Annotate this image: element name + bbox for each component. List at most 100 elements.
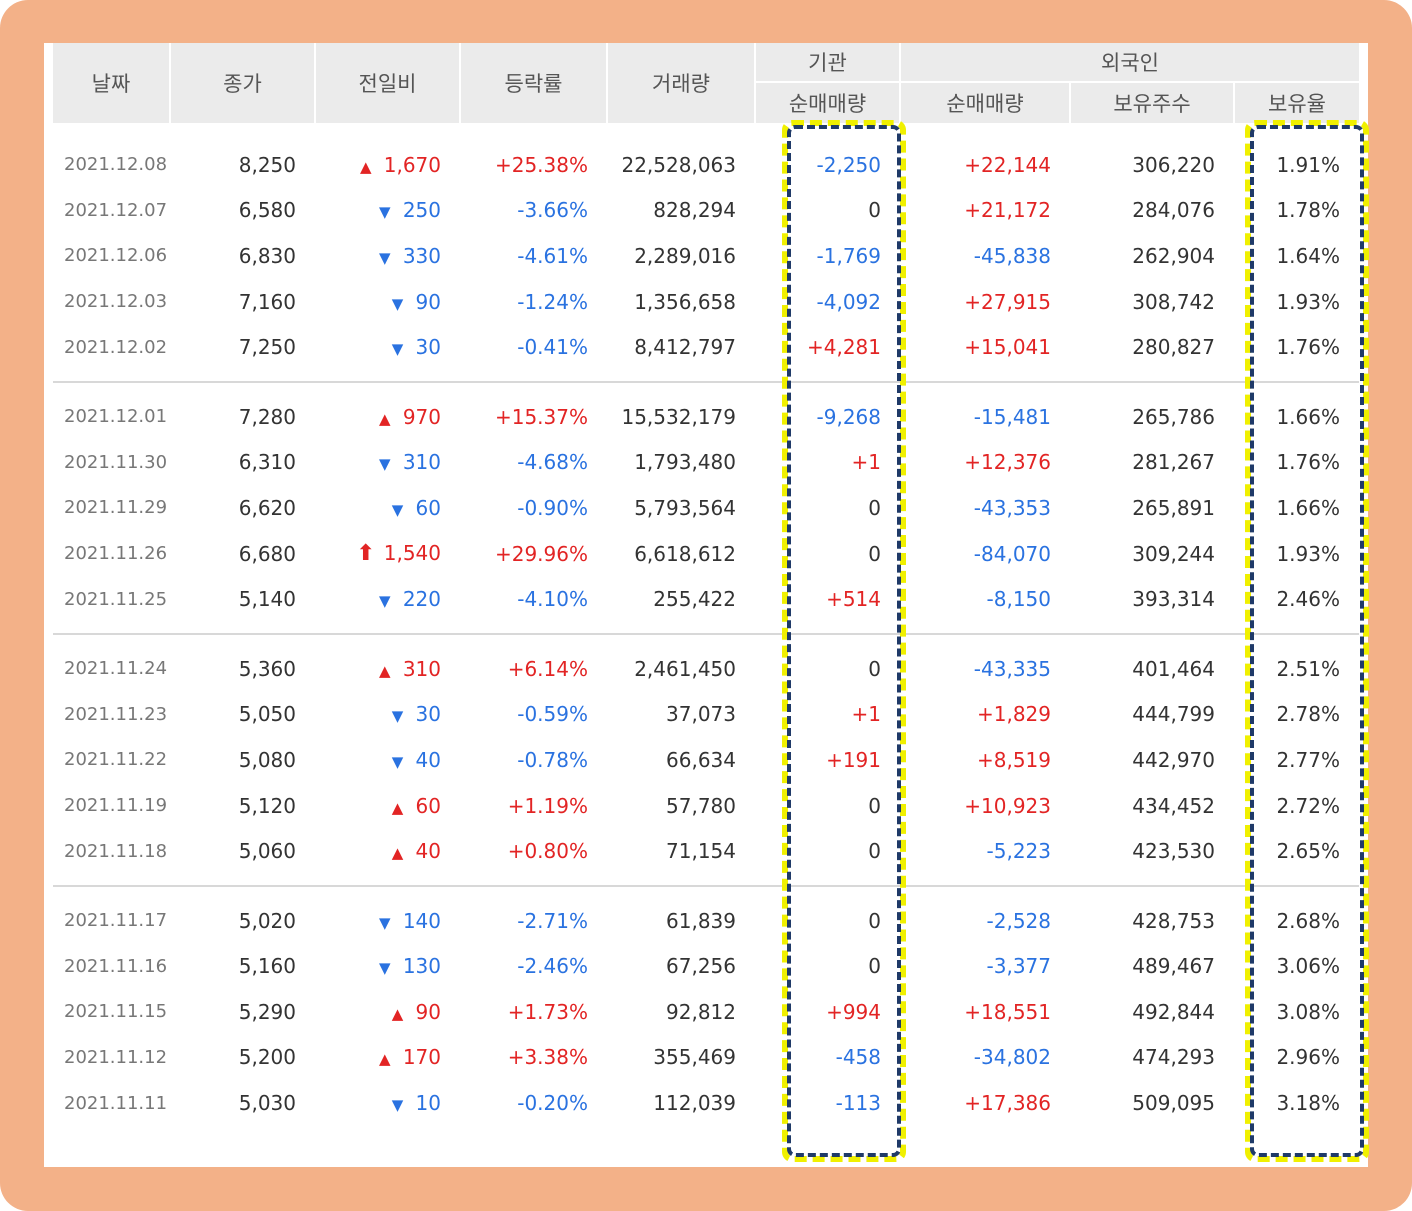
cell-volume: 8,412,797	[634, 335, 736, 360]
cell-foreign-net: +21,172	[964, 198, 1051, 223]
cell-foreign-net: +15,041	[964, 335, 1051, 360]
cell-foreign-net: -15,481	[973, 404, 1051, 429]
cell-close: 5,140	[238, 587, 296, 612]
cell-foreign-ratio: 1.76%	[1276, 450, 1340, 475]
header-date: 날짜	[53, 43, 171, 125]
table-row: 2021.11.11 5,030 ▼ 10 -0.20% 112,039 -113 +17,3…	[53, 1080, 1359, 1126]
cell-rate: +15.37%	[494, 404, 588, 429]
down-triangle-icon: ▼	[379, 959, 391, 978]
change-value: 250	[402, 198, 441, 223]
cell-date: 2021.11.11	[64, 1092, 168, 1114]
cell-foreign-ratio: 2.96%	[1276, 1045, 1340, 1070]
cell-date: 2021.11.22	[64, 749, 168, 771]
up-triangle-icon: ▲	[391, 798, 404, 817]
table-row: 2021.11.19 5,120 ▲ 60 +1.19% 57,780 0 +10,923 43…	[53, 783, 1359, 829]
cell-volume: 22,528,063	[621, 152, 736, 177]
cell-date: 2021.12.08	[64, 154, 168, 176]
table-row: 2021.11.25 5,140 ▼ 220 -4.10% 255,422 +514 -8,1…	[53, 576, 1359, 622]
cell-volume: 15,532,179	[621, 404, 736, 429]
table-row: 2021.11.12 5,200 ▲ 170 +3.38% 355,469 -458 -34,…	[53, 1035, 1359, 1081]
cell-foreign-net: -34,802	[973, 1045, 1051, 1070]
down-triangle-icon: ▼	[391, 500, 404, 519]
cell-foreign-net: -3,377	[986, 954, 1051, 979]
cell-foreign-net: +8,519	[976, 747, 1051, 772]
cell-foreign-ratio: 3.08%	[1276, 999, 1340, 1024]
cell-foreign-ratio: 2.77%	[1276, 747, 1340, 772]
cell-volume: 112,039	[653, 1091, 736, 1116]
cell-change: ▼ 40	[315, 737, 460, 783]
change-value: 10	[415, 1091, 441, 1116]
cell-close: 5,020	[238, 908, 296, 933]
cell-date: 2021.11.17	[64, 910, 168, 932]
cell-volume: 67,256	[666, 954, 736, 979]
cell-date: 2021.12.02	[64, 336, 168, 358]
table-row: 2021.11.30 6,310 ▼ 310 -4.68% 1,793,480 +1 +12,…	[53, 440, 1359, 486]
cell-foreign-shares: 492,844	[1132, 999, 1215, 1024]
cell-rate: +1.73%	[507, 999, 588, 1024]
header-rate: 등락률	[460, 43, 608, 125]
table-row: 2021.12.03 7,160 ▼ 90 -1.24% 1,356,658 -4,092 +…	[53, 279, 1359, 325]
cell-volume: 66,634	[666, 747, 736, 772]
cell-foreign-ratio: 2.46%	[1276, 587, 1340, 612]
cell-date: 2021.12.03	[64, 291, 168, 313]
stock-table-panel: 날짜 종가 전일비 등락률 거래량 기관 외국인 순매매량 순매매량 보유주수 …	[44, 43, 1369, 1167]
cell-close: 5,120	[238, 793, 296, 818]
down-triangle-icon: ▼	[391, 1096, 404, 1115]
cell-change: ▲ 90	[315, 989, 460, 1035]
cell-change: ▲ 170	[315, 1035, 460, 1081]
cell-close: 5,050	[238, 702, 296, 727]
cell-foreign-shares: 281,267	[1132, 450, 1215, 475]
cell-close: 5,290	[238, 999, 296, 1024]
cell-close: 6,620	[238, 495, 296, 520]
table-row: 2021.11.15 5,290 ▲ 90 +1.73% 92,812 +994 +18,55…	[53, 989, 1359, 1035]
cell-foreign-shares: 401,464	[1132, 656, 1215, 681]
cell-foreign-ratio: 1.78%	[1276, 198, 1340, 223]
cell-date: 2021.12.01	[64, 406, 168, 428]
cell-rate: -2.46%	[517, 954, 588, 979]
daily-trading-table: 날짜 종가 전일비 등락률 거래량 기관 외국인 순매매량 순매매량 보유주수 …	[53, 43, 1359, 1137]
cell-foreign-ratio: 1.66%	[1276, 495, 1340, 520]
header-foreign-group: 외국인	[900, 43, 1359, 83]
ratio-column-highlight	[1245, 120, 1369, 1162]
cell-change: ▲ 40	[315, 828, 460, 874]
up-triangle-icon: ▲	[359, 157, 372, 176]
cell-rate: -0.41%	[517, 335, 588, 360]
change-value: 1,540	[383, 541, 441, 566]
change-value: 170	[402, 1045, 441, 1070]
table-body: 2021.12.08 8,250 ▲ 1,670 +25.38% 22,528,063 -2…	[53, 124, 1359, 1137]
cell-change: ▲ 970	[315, 394, 460, 440]
change-value: 310	[402, 656, 441, 681]
cell-date: 2021.11.12	[64, 1046, 168, 1068]
cell-foreign-net: +12,376	[964, 450, 1051, 475]
cell-date: 2021.11.16	[64, 955, 168, 977]
up-triangle-icon: ▲	[391, 1004, 404, 1023]
cell-close: 6,830	[238, 243, 296, 268]
up-triangle-icon: ▲	[379, 1050, 391, 1069]
cell-institution-net: 0	[868, 954, 881, 979]
cell-change: ▼ 310	[315, 440, 460, 486]
cell-foreign-ratio: 2.72%	[1276, 793, 1340, 818]
cell-date: 2021.11.25	[64, 588, 168, 610]
change-value: 1,670	[383, 152, 441, 177]
cell-date: 2021.11.18	[64, 840, 168, 862]
change-value: 130	[402, 954, 441, 979]
cell-rate: -4.61%	[517, 243, 588, 268]
cell-rate: -1.24%	[517, 289, 588, 314]
change-value: 30	[415, 335, 441, 360]
cell-rate: -0.59%	[517, 702, 588, 727]
cell-change: ▲ 1,670	[315, 142, 460, 188]
cell-foreign-ratio: 2.68%	[1276, 908, 1340, 933]
change-value: 60	[415, 793, 441, 818]
change-value: 40	[415, 839, 441, 864]
cell-foreign-net: +18,551	[964, 999, 1051, 1024]
cell-institution-net: 0	[868, 793, 881, 818]
cell-institution-net: 0	[868, 495, 881, 520]
up-triangle-icon: ▲	[379, 409, 391, 428]
down-triangle-icon: ▼	[391, 294, 404, 313]
table-row: 2021.11.18 5,060 ▲ 40 +0.80% 71,154 0 -5,223 423…	[53, 828, 1359, 874]
cell-foreign-shares: 262,904	[1132, 243, 1215, 268]
change-value: 220	[402, 587, 441, 612]
cell-volume: 2,289,016	[634, 243, 736, 268]
cell-date: 2021.11.15	[64, 1001, 168, 1023]
cell-date: 2021.11.23	[64, 703, 168, 725]
